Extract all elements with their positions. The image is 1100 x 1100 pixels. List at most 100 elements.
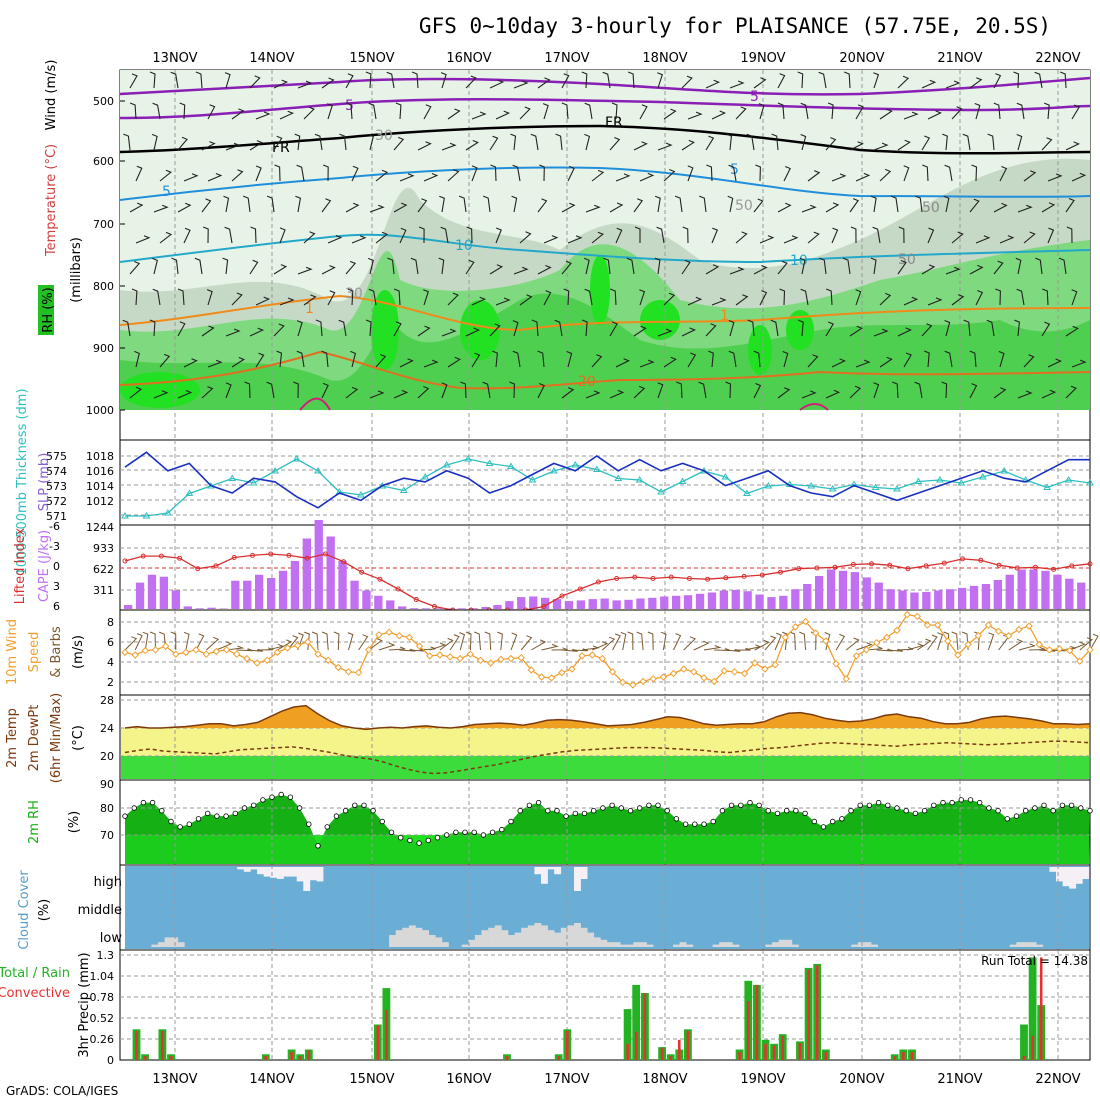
wind-barb (207, 104, 216, 120)
cape-bar (1053, 574, 1062, 609)
wind-speed-point (304, 638, 312, 646)
cape-bar (838, 570, 848, 609)
contour-line (119, 76, 1091, 96)
wind-barb (609, 136, 621, 151)
cape-bar (314, 520, 323, 609)
wind-barb (257, 647, 274, 651)
thickness-point (764, 482, 773, 489)
wind-barb (1079, 637, 1093, 651)
wind-barb (399, 227, 407, 244)
precip-convective-bar (798, 1043, 802, 1060)
cape-bar (1017, 569, 1026, 609)
wind-barb (975, 289, 984, 306)
wind-barb (129, 202, 144, 213)
wind-barb (315, 319, 323, 337)
wind-barb (495, 110, 511, 120)
thickness-point (1064, 476, 1073, 483)
cloud-low-bar (673, 944, 680, 947)
wind-barb (890, 195, 899, 213)
precip-convective-bar (746, 1001, 750, 1060)
wind-barb (465, 75, 477, 89)
wind-barb (273, 135, 283, 151)
precip-convective-bar (1039, 957, 1043, 1060)
wind-speed-point (791, 623, 800, 631)
rh2m-point (738, 802, 744, 808)
cape-bar (1065, 578, 1074, 609)
wind-barb (825, 202, 840, 213)
wind-barb (297, 80, 313, 89)
cloud-low-bar (554, 932, 562, 947)
cloud-low-bar (725, 942, 733, 947)
wind-barb (537, 382, 545, 399)
wind-barb (866, 646, 883, 651)
wind-barb (277, 639, 293, 651)
wind-barb (170, 71, 179, 89)
panel-axis-label: Speed (27, 632, 42, 673)
rh2m-point (388, 829, 395, 835)
wind-speed-point (954, 651, 962, 659)
cloud-low-bar (679, 942, 687, 947)
wind-barb (633, 141, 648, 151)
wind-speed-point (598, 654, 607, 663)
cloud-low-bar (514, 932, 522, 947)
wind-barb (585, 390, 601, 399)
wind-barb (1065, 325, 1079, 337)
precip-total-bar (1020, 1024, 1028, 1060)
wind-barb (1034, 71, 1043, 89)
precip-convective-bar (893, 1056, 896, 1060)
cloud-low-bar (613, 942, 621, 947)
wind-barb (375, 353, 387, 368)
rh2m-point (774, 810, 781, 817)
lifted-index-point (322, 551, 328, 557)
wind-barb (921, 264, 936, 275)
thickness-point (678, 477, 687, 484)
panel-axis-label: CAPE (J/kg) (37, 530, 52, 602)
cape-bar (421, 608, 431, 609)
pressure-tick-label: 700 (93, 218, 114, 231)
wind-speed-point (994, 627, 1003, 636)
wind-barb (513, 266, 529, 275)
cape-bar (636, 598, 645, 609)
wind-barb (993, 202, 1008, 213)
cape-li-plot: -6 -3 0 3 6 1244 933 622 311 Lifted Index CAPE (J/… (13, 520, 1093, 613)
wind-barb (943, 631, 950, 651)
rh2m-point (269, 794, 275, 800)
wind-barb (183, 173, 199, 182)
rh2m-point (177, 824, 183, 830)
wind-barb (135, 165, 143, 182)
cape-bar (993, 580, 1002, 609)
contour-line (119, 350, 1091, 390)
lifted-index-point (413, 597, 419, 602)
thickness-tick: 575 (46, 450, 67, 463)
wind-barb (801, 390, 817, 399)
wind-barb (519, 106, 531, 120)
thickness-point (292, 455, 301, 462)
cloud-plot: high middle low Cloud Cover (%) (17, 865, 1090, 950)
lifted-index-point (686, 576, 692, 581)
rh2m-point (1068, 802, 1075, 808)
wind-barb (183, 358, 198, 368)
wind-barb (681, 327, 696, 337)
thickness-point (121, 512, 129, 519)
wind-speed-point (476, 656, 485, 665)
cape-bar (159, 576, 168, 609)
wind-barb (497, 631, 503, 651)
contour-label: 20 (578, 374, 596, 390)
wind-barb (1042, 288, 1049, 306)
wind-barb (783, 235, 799, 244)
rh2m-point (1078, 805, 1084, 811)
wind-speed-point (385, 628, 393, 636)
cloud-low-bar (501, 930, 509, 947)
wind-barb (987, 133, 995, 151)
wind-barb (855, 289, 862, 306)
wind-barb (249, 327, 265, 337)
cape-bar (791, 589, 800, 609)
wind-barb (447, 292, 459, 306)
rh2m-point (830, 818, 836, 825)
cape-bar (1077, 582, 1086, 609)
wind10m-plot: 8 6 4 2 10m Wind Speed & Barbs (m/s) (5, 610, 1099, 695)
wind-barb (177, 321, 186, 337)
wind-barb (419, 646, 436, 651)
wind-speed-point (669, 669, 678, 678)
wind-barb (873, 72, 880, 89)
